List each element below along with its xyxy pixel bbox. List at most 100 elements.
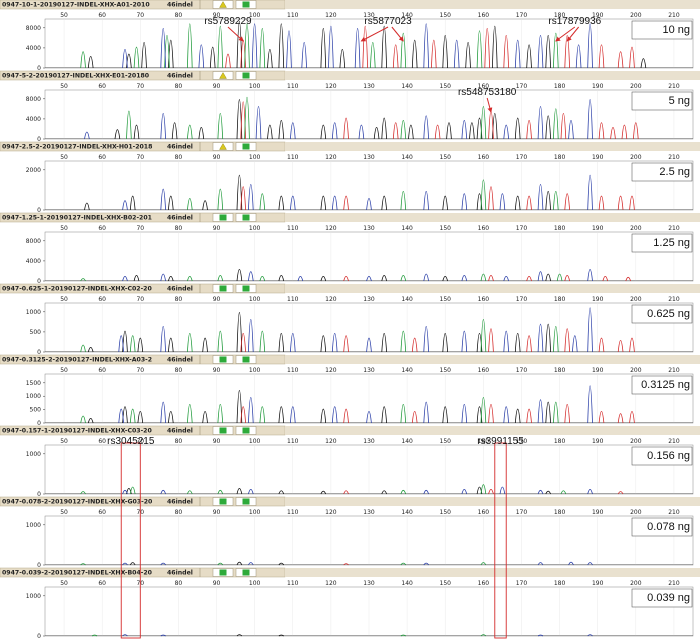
- peak-black: [640, 58, 647, 69]
- x-tick-label: 110: [287, 580, 299, 587]
- x-tick-label: 190: [592, 12, 604, 19]
- peak-blue: [587, 268, 593, 282]
- green-square-icon: [242, 285, 250, 292]
- peak-blue: [423, 115, 429, 140]
- peak-blue: [587, 99, 593, 140]
- peak-black: [236, 21, 243, 69]
- peak-red: [629, 46, 635, 69]
- peak-blue: [423, 191, 429, 211]
- x-tick-label: 120: [325, 154, 337, 161]
- x-tick-label: 200: [630, 12, 642, 19]
- x-tick-label: 90: [213, 509, 221, 516]
- x-tick-label: 100: [249, 296, 261, 303]
- peak-black: [492, 26, 498, 69]
- amount-label-box: [631, 20, 693, 40]
- peak-blue: [503, 275, 509, 282]
- peak-red: [343, 195, 349, 211]
- peak-blue: [286, 30, 292, 69]
- x-tick-label: 70: [136, 296, 144, 303]
- warning-triangle-icon: [219, 1, 227, 8]
- peak-blue: [537, 106, 544, 140]
- x-tick-label: 140: [401, 225, 413, 232]
- peak-red: [625, 276, 631, 282]
- amount-label: 5 ng: [669, 95, 690, 107]
- amount-label: 0.625 ng: [647, 308, 690, 320]
- x-tick-label: 200: [630, 296, 642, 303]
- peak-blue: [331, 406, 338, 424]
- x-tick-label: 170: [516, 225, 528, 232]
- panel-0: 0947-10-1-20190127-INDEL-XHX-A01-2010 46i…: [0, 0, 700, 72]
- x-tick-label: 130: [363, 154, 375, 161]
- x-tick-label: 160: [478, 225, 490, 232]
- peak-red: [564, 193, 570, 211]
- x-tick-label: 100: [249, 367, 261, 374]
- amount-label: 0.039 ng: [647, 592, 690, 604]
- x-tick-label: 140: [401, 296, 413, 303]
- peak-red: [488, 275, 494, 282]
- peak-blue: [160, 634, 166, 637]
- x-tick-label: 170: [516, 367, 528, 374]
- peak-green: [187, 333, 193, 353]
- peak-blue: [354, 28, 361, 69]
- peak-green: [187, 275, 193, 282]
- peak-blue: [587, 174, 593, 211]
- peak-blue: [575, 44, 582, 69]
- peak-black: [236, 488, 243, 495]
- peak-blue: [568, 561, 574, 566]
- peak-blue: [568, 120, 574, 140]
- panel-header-bar-ext: [285, 568, 700, 577]
- y-tick-label: 0: [37, 633, 41, 640]
- y-tick-label: 4000: [26, 116, 41, 123]
- x-tick-label: 120: [325, 225, 337, 232]
- annotations: rs5789229 rs5877023 rs17879936 rs548753180 r…: [107, 16, 602, 639]
- peak-blue: [423, 489, 429, 495]
- y-tick-label: 0: [37, 136, 41, 143]
- peak-black: [209, 46, 216, 69]
- x-tick-label: 160: [478, 12, 490, 19]
- panel-header-suffix: 46indel: [167, 570, 193, 577]
- peak-green: [259, 275, 266, 282]
- peak-blue: [587, 385, 593, 424]
- peak-blue: [84, 131, 90, 140]
- peak-red: [362, 26, 368, 69]
- peak-black: [381, 195, 387, 211]
- panel-header-label: 0947-0.3125-2-20190127-INDEL-XHX-A03-2: [2, 357, 152, 364]
- peak-black: [339, 49, 346, 69]
- x-tick-label: 60: [98, 438, 106, 445]
- y-tick-label: 1000: [26, 522, 41, 529]
- peak-black: [278, 406, 285, 424]
- peak-green: [259, 193, 266, 211]
- peak-red: [343, 563, 349, 566]
- peak-red: [431, 39, 437, 69]
- peak-green: [400, 32, 407, 69]
- amount-label: 0.156 ng: [647, 450, 690, 462]
- y-tick-label: 500: [30, 329, 42, 336]
- x-tick-label: 100: [249, 438, 261, 445]
- peak-black: [133, 275, 140, 282]
- peak-red: [598, 195, 605, 211]
- peak-green: [556, 273, 563, 282]
- x-tick-label: 110: [287, 154, 299, 161]
- x-tick-label: 130: [363, 296, 375, 303]
- peak-black: [278, 23, 285, 69]
- green-square-icon: [242, 72, 250, 79]
- peak-green: [217, 330, 224, 353]
- amount-label: 1.25 ng: [653, 237, 690, 249]
- peak-blue: [248, 397, 254, 424]
- peak-black: [408, 124, 414, 140]
- peak-red: [564, 328, 570, 353]
- peak-green: [400, 404, 407, 424]
- peak-black: [202, 410, 208, 424]
- x-tick-label: 50: [60, 438, 68, 445]
- peak-blue: [122, 275, 128, 282]
- peak-blue: [572, 335, 578, 353]
- peak-green: [80, 415, 86, 424]
- peak-blue: [160, 28, 166, 69]
- x-tick-label: 110: [287, 83, 299, 90]
- x-tick-label: 100: [249, 12, 261, 19]
- panel-header-bar-ext: [285, 426, 700, 435]
- peak-blue: [366, 337, 372, 353]
- peak-red: [343, 408, 349, 424]
- peak-blue: [328, 26, 334, 69]
